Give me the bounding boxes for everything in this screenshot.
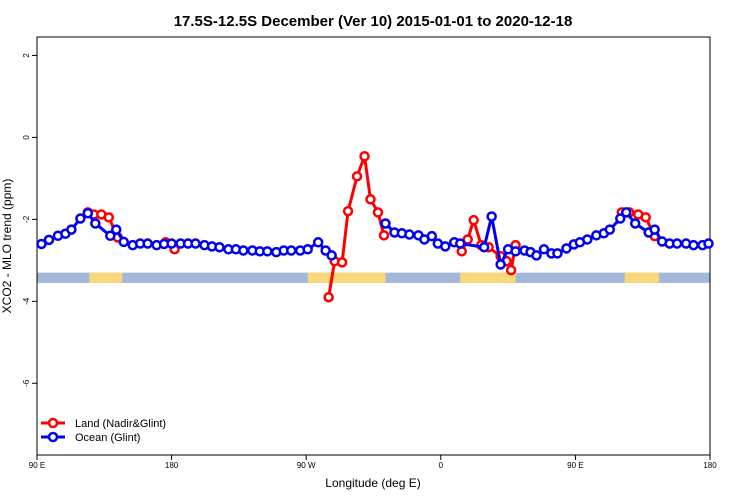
series-point: [302, 244, 313, 255]
series-point: [238, 245, 249, 256]
series-point: [478, 241, 490, 253]
series-point: [323, 291, 334, 303]
series-point: [615, 213, 626, 224]
series-point: [111, 224, 122, 235]
series-point: [426, 230, 438, 242]
series-point: [214, 241, 225, 253]
series-point: [103, 212, 115, 223]
x-tick-label: 0: [439, 461, 444, 470]
series-point: [552, 248, 563, 259]
x-tick-label: 90 E: [29, 461, 45, 470]
series-point: [75, 213, 86, 224]
series-point: [372, 207, 384, 218]
legend-marker: [47, 417, 59, 429]
y-tick-label: -6: [22, 379, 31, 387]
y-tick-label: 0: [22, 135, 31, 140]
series-point: [688, 239, 699, 251]
series-point: [620, 207, 632, 218]
y-tick-label: 2: [22, 53, 31, 58]
series-point: [510, 246, 521, 257]
series-point: [440, 241, 451, 252]
series-point: [351, 171, 363, 182]
y-tick-label: -4: [22, 297, 31, 305]
series-point: [703, 238, 714, 249]
land-span: [624, 272, 660, 283]
series-point: [118, 236, 129, 248]
series-point: [649, 224, 660, 235]
series-line: [40, 210, 709, 266]
series-point: [538, 244, 550, 255]
series-point: [90, 218, 101, 229]
land-span: [89, 272, 123, 283]
series-point: [404, 229, 415, 240]
x-tick-label: 90 E: [567, 461, 583, 470]
series-point: [190, 238, 201, 249]
series-point: [380, 218, 391, 229]
legend-label: Land (Nadir&Glint): [75, 418, 166, 430]
series-point: [671, 238, 683, 249]
legend-label: Ocean (Glint): [75, 432, 140, 444]
series-point: [495, 259, 506, 270]
series-point: [561, 243, 572, 254]
series-point: [166, 238, 177, 249]
series-point: [342, 205, 354, 217]
series-point: [378, 230, 390, 241]
series-point: [82, 207, 94, 219]
series-point: [262, 246, 273, 257]
y-axis-label: XCO2 - MLO trend (ppm): [0, 179, 14, 314]
series-point: [105, 230, 116, 242]
x-axis-label: Longitude (deg E): [325, 476, 420, 490]
series-point: [468, 214, 479, 226]
series-point: [454, 238, 466, 249]
series-point: [142, 238, 153, 249]
series-point: [66, 224, 77, 235]
series-point: [486, 211, 497, 222]
y-tick-label: -2: [22, 215, 31, 223]
series-point: [43, 234, 55, 246]
legend-marker: [47, 431, 59, 443]
series-point: [505, 264, 517, 276]
series-point: [629, 218, 641, 229]
series-point: [336, 257, 348, 268]
series-point: [36, 238, 47, 250]
series-point: [640, 212, 651, 223]
x-tick-label: 180: [165, 461, 179, 470]
chart-title: 17.5S-12.5S December (Ver 10) 2015-01-01…: [174, 13, 573, 30]
x-tick-label: 90 W: [297, 461, 316, 470]
series-point: [365, 194, 376, 205]
land-span: [460, 272, 516, 283]
series-point: [582, 234, 593, 245]
series-point: [359, 151, 370, 162]
series-point: [604, 224, 616, 235]
x-tick-label: 180: [703, 461, 717, 470]
series-point: [326, 250, 337, 261]
series-point: [312, 237, 324, 248]
series-point: [285, 245, 297, 256]
land-span: [307, 272, 386, 283]
series-point: [531, 250, 542, 261]
